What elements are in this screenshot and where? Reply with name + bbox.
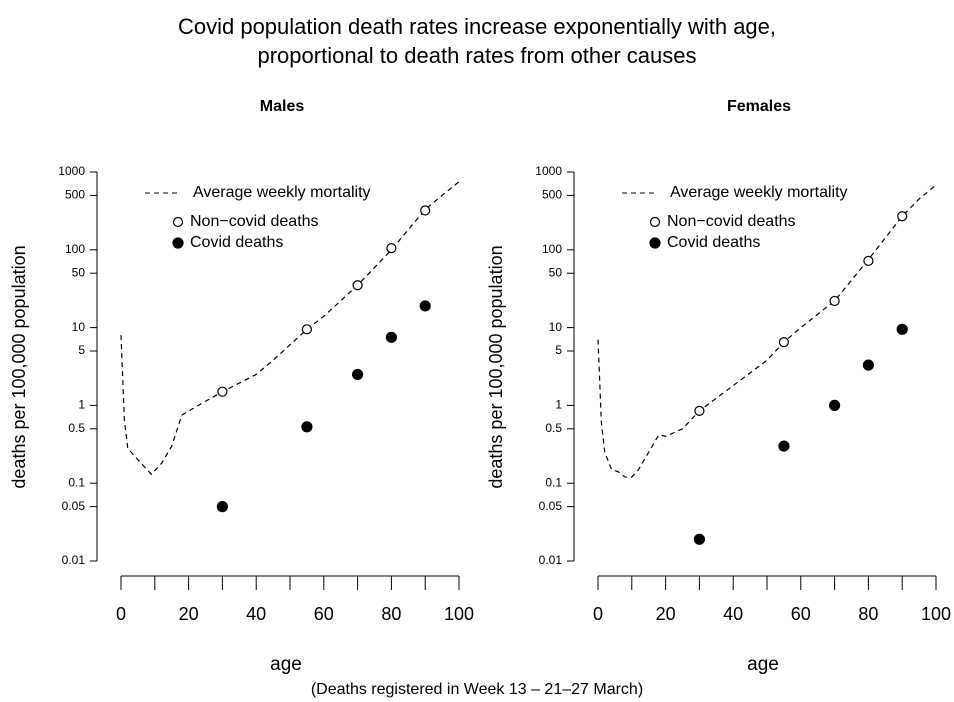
x-axis-label: age [747,654,779,675]
chart-title: Covid population death rates increase ex… [178,14,776,39]
x-tick-label: 40 [723,604,743,624]
open-point [301,324,312,335]
legend-label: Covid deaths [667,234,760,251]
legend-label: Average weekly mortality [670,184,848,201]
y-tick-label: 0.01 [62,553,86,567]
y-tick-label: 0.5 [68,421,85,435]
x-tick-label: 40 [246,604,266,624]
open-point [863,255,874,266]
filled-point [216,501,228,513]
x-tick-label: 100 [444,604,474,624]
x-tick-label: 80 [858,604,878,624]
x-tick-label: 60 [314,604,334,624]
open-point [897,211,908,222]
legend-swatch [172,237,184,249]
legend-label: Non−covid deaths [190,213,319,230]
y-tick-label: 0.01 [539,553,563,567]
open-point [829,295,840,307]
filled-point [693,533,706,545]
y-tick-label: 5 [555,343,562,357]
chart-title: proportional to death rates from other c… [257,43,696,68]
y-tick-label: 50 [549,265,563,279]
legend-swatch [172,216,184,228]
y-axis-label: deaths per 100,000 population [486,245,506,488]
y-tick-label: 0.05 [62,499,86,513]
y-tick-label: 5 [78,343,85,357]
legend-swatch [649,216,661,228]
x-axis-label: age [270,654,302,675]
y-tick-label: 50 [72,265,86,279]
open-point [352,280,363,291]
x-tick-label: 0 [593,604,603,624]
y-tick-label: 10 [72,320,86,334]
legend-label: Non−covid deaths [667,213,796,230]
y-tick-label: 100 [65,242,85,256]
x-tick-label: 60 [791,604,811,624]
y-tick-label: 0.1 [68,475,85,489]
x-tick-label: 80 [381,604,401,624]
open-point [386,243,397,254]
legend-label: Covid deaths [190,234,283,251]
open-point [694,405,705,416]
y-tick-label: 500 [542,188,562,202]
filled-point [828,399,841,411]
legend-swatch [649,237,661,249]
filled-point [301,421,313,433]
x-tick-label: 20 [656,604,676,624]
panel-title: Males [260,98,305,115]
open-point [217,386,228,397]
filled-point [419,300,431,312]
y-tick-label: 0.1 [545,475,562,489]
y-tick-label: 1 [555,398,562,412]
filled-point [778,440,790,452]
panel-title: Females [727,98,791,115]
x-tick-label: 20 [179,604,199,624]
filled-point [352,368,364,381]
x-tick-label: 100 [921,604,951,624]
y-tick-label: 500 [65,188,85,202]
y-tick-label: 0.05 [539,499,563,513]
filled-point [385,331,397,343]
filled-point [896,323,908,335]
y-tick-label: 1 [78,398,85,412]
legend-label: Average weekly mortality [193,184,371,201]
y-tick-label: 1000 [535,164,562,178]
y-axis-label: deaths per 100,000 population [9,245,29,488]
y-tick-label: 1000 [58,164,85,178]
open-point [420,205,431,216]
mortality-line [597,184,937,478]
note: (Deaths registered in Week 13 – 21–27 Ma… [311,681,643,698]
y-tick-label: 10 [549,320,563,334]
x-tick-label: 0 [116,604,126,624]
filled-point [862,359,875,371]
y-tick-label: 0.5 [545,421,562,435]
open-point [778,337,790,348]
y-tick-label: 100 [542,242,562,256]
